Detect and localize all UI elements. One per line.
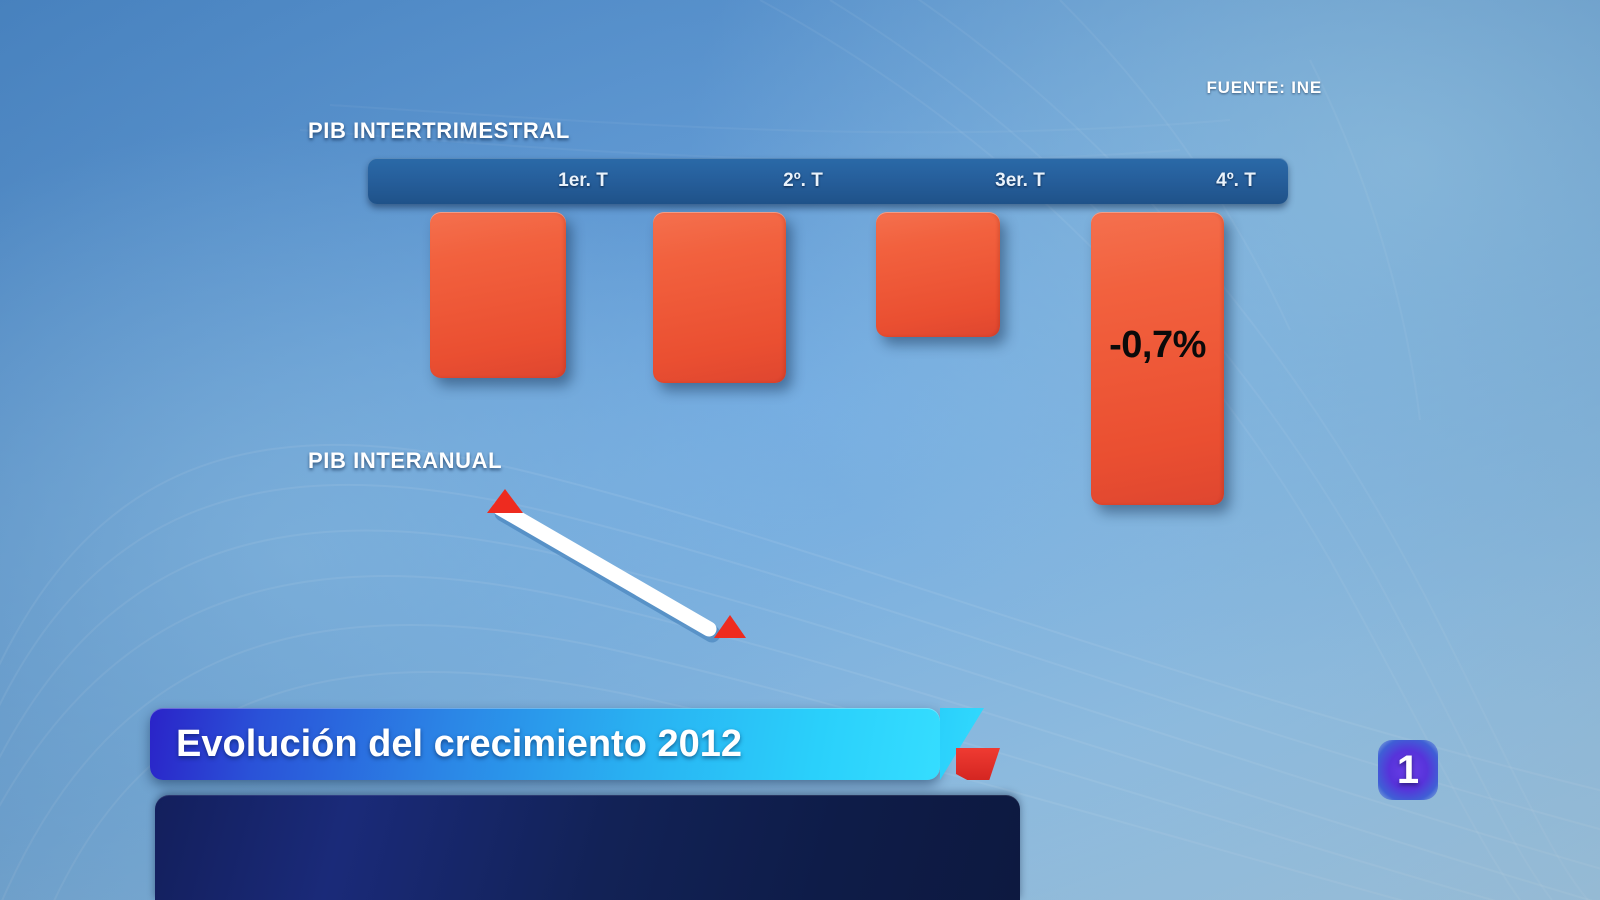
source-credit: FUENTE: INE (1206, 78, 1322, 97)
lower-third-title-text: Evolución del crecimiento 2012 (176, 722, 742, 765)
lower-third-title-bar: Evolución del crecimiento 2012 (150, 708, 940, 780)
axis-tick-q2: 2º. T (783, 170, 823, 191)
axis-tick-q3: 3er. T (995, 170, 1045, 191)
bar-q3 (876, 212, 1000, 337)
lower-third-wedge-red (956, 748, 1000, 780)
lower-third-panel (155, 795, 1020, 900)
bar-q4: -0,7% (1091, 212, 1224, 505)
line-series-title: PIB INTERANUAL (308, 448, 503, 473)
bar-q4-value: -0,7% (1109, 324, 1206, 366)
channel-logo: 1 (1378, 740, 1438, 800)
lower-third-wedge (940, 708, 1000, 780)
chart-title: PIB INTERTRIMESTRAL (308, 118, 570, 143)
quarter-axis-bar: 1er. T 2º. T 3er. T 4º. T (368, 158, 1288, 204)
axis-tick-q4: 4º. T (1216, 170, 1256, 191)
channel-logo-label: 1 (1396, 748, 1420, 792)
bar-q1 (430, 212, 566, 378)
bar-q2 (653, 212, 786, 383)
axis-tick-q1: 1er. T (558, 170, 608, 191)
